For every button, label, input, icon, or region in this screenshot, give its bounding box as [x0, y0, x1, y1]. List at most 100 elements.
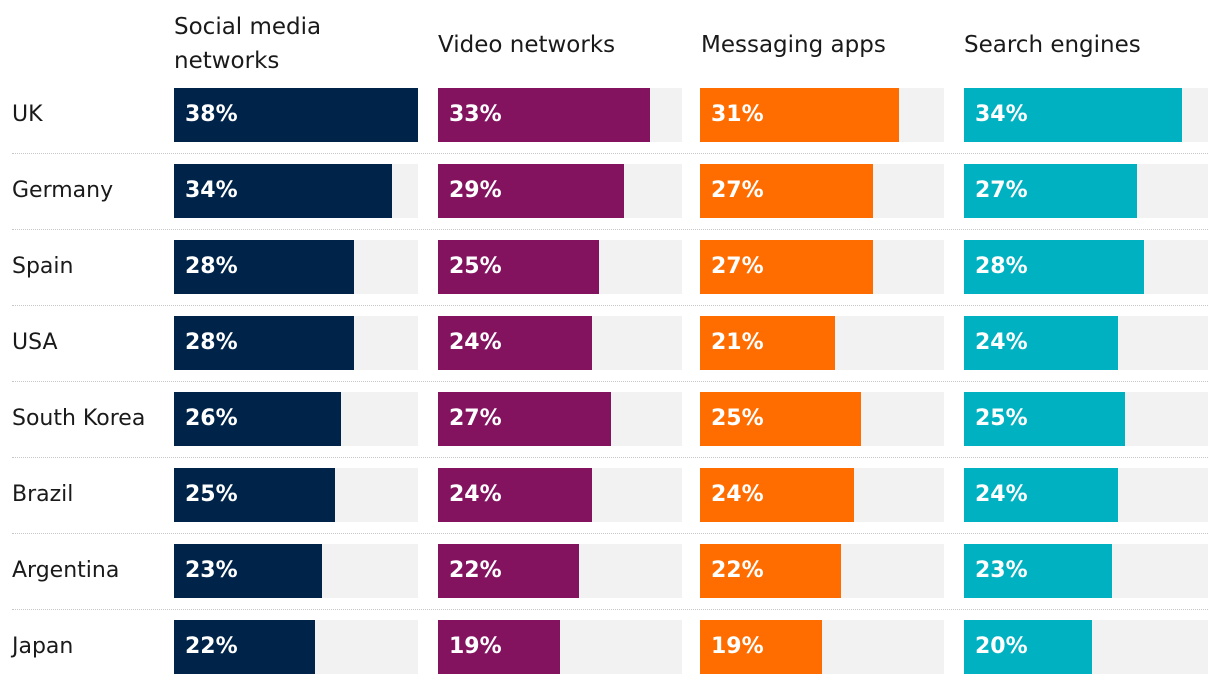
bar-search-engines-japan: 20%	[964, 620, 1092, 674]
bar-search-engines-argentina: 23%	[964, 544, 1112, 598]
bar-label-social-media-networks-japan: 22%	[185, 634, 238, 659]
row-label-spain: Spain	[12, 254, 74, 279]
bar-track-video-networks-south-korea: 27%	[438, 392, 682, 446]
row-separator	[12, 457, 1208, 458]
bar-label-video-networks-uk: 33%	[449, 102, 502, 127]
bar-track-messaging-apps-usa: 21%	[700, 316, 944, 370]
bar-track-search-engines-spain: 28%	[964, 240, 1208, 294]
column-header-messaging-apps: Messaging apps	[701, 32, 886, 58]
bar-messaging-apps-usa: 21%	[700, 316, 835, 370]
bar-label-social-media-networks-brazil: 25%	[185, 482, 238, 507]
bar-track-messaging-apps-japan: 19%	[700, 620, 944, 674]
bar-label-video-networks-germany: 29%	[449, 178, 502, 203]
bar-video-networks-germany: 29%	[438, 164, 624, 218]
bar-label-messaging-apps-spain: 27%	[711, 254, 764, 279]
bar-search-engines-brazil: 24%	[964, 468, 1118, 522]
bar-search-engines-uk: 34%	[964, 88, 1182, 142]
row-label-japan: Japan	[12, 634, 74, 659]
bar-track-messaging-apps-south-korea: 25%	[700, 392, 944, 446]
bar-track-social-media-networks-argentina: 23%	[174, 544, 418, 598]
bar-social-media-networks-spain: 28%	[174, 240, 354, 294]
bar-messaging-apps-brazil: 24%	[700, 468, 854, 522]
bar-search-engines-spain: 28%	[964, 240, 1144, 294]
bar-label-social-media-networks-uk: 38%	[185, 102, 238, 127]
row-label-south-korea: South Korea	[12, 406, 146, 431]
bar-label-video-networks-argentina: 22%	[449, 558, 502, 583]
row-label-argentina: Argentina	[12, 558, 120, 583]
bar-label-search-engines-argentina: 23%	[975, 558, 1028, 583]
row-separator	[12, 305, 1208, 306]
bar-label-messaging-apps-south-korea: 25%	[711, 406, 764, 431]
bar-social-media-networks-uk: 38%	[174, 88, 418, 142]
bar-label-video-networks-south-korea: 27%	[449, 406, 502, 431]
bar-track-search-engines-usa: 24%	[964, 316, 1208, 370]
bar-track-messaging-apps-germany: 27%	[700, 164, 944, 218]
bar-label-social-media-networks-south-korea: 26%	[185, 406, 238, 431]
bar-label-search-engines-spain: 28%	[975, 254, 1028, 279]
bar-label-search-engines-japan: 20%	[975, 634, 1028, 659]
bar-search-engines-germany: 27%	[964, 164, 1137, 218]
bar-track-messaging-apps-uk: 31%	[700, 88, 944, 142]
column-header-search-engines: Search engines	[964, 32, 1141, 58]
row-label-usa: USA	[12, 330, 58, 355]
bar-video-networks-japan: 19%	[438, 620, 560, 674]
row-separator	[12, 533, 1208, 534]
bar-label-social-media-networks-usa: 28%	[185, 330, 238, 355]
bar-label-messaging-apps-germany: 27%	[711, 178, 764, 203]
bar-label-search-engines-usa: 24%	[975, 330, 1028, 355]
bar-label-search-engines-uk: 34%	[975, 102, 1028, 127]
bar-messaging-apps-germany: 27%	[700, 164, 873, 218]
bar-track-search-engines-brazil: 24%	[964, 468, 1208, 522]
row-separator	[12, 609, 1208, 610]
bar-label-messaging-apps-argentina: 22%	[711, 558, 764, 583]
bar-video-networks-south-korea: 27%	[438, 392, 611, 446]
column-header-social-media: Social media networks	[174, 10, 321, 78]
row-separator	[12, 153, 1208, 154]
bar-social-media-networks-germany: 34%	[174, 164, 392, 218]
bar-track-video-networks-germany: 29%	[438, 164, 682, 218]
bar-track-video-networks-spain: 25%	[438, 240, 682, 294]
bar-label-social-media-networks-argentina: 23%	[185, 558, 238, 583]
bar-track-social-media-networks-usa: 28%	[174, 316, 418, 370]
bar-track-social-media-networks-germany: 34%	[174, 164, 418, 218]
bar-track-search-engines-japan: 20%	[964, 620, 1208, 674]
bar-track-social-media-networks-uk: 38%	[174, 88, 418, 142]
bar-track-search-engines-south-korea: 25%	[964, 392, 1208, 446]
column-header-social-media-line2: networks	[174, 48, 280, 74]
bar-track-video-networks-brazil: 24%	[438, 468, 682, 522]
bar-label-video-networks-usa: 24%	[449, 330, 502, 355]
bar-track-social-media-networks-spain: 28%	[174, 240, 418, 294]
bar-video-networks-uk: 33%	[438, 88, 650, 142]
bar-messaging-apps-uk: 31%	[700, 88, 899, 142]
bar-video-networks-brazil: 24%	[438, 468, 592, 522]
bar-track-search-engines-uk: 34%	[964, 88, 1208, 142]
bar-label-search-engines-germany: 27%	[975, 178, 1028, 203]
bar-social-media-networks-brazil: 25%	[174, 468, 335, 522]
bar-track-search-engines-germany: 27%	[964, 164, 1208, 218]
bar-video-networks-spain: 25%	[438, 240, 599, 294]
bar-social-media-networks-japan: 22%	[174, 620, 315, 674]
bar-track-video-networks-usa: 24%	[438, 316, 682, 370]
bar-label-search-engines-brazil: 24%	[975, 482, 1028, 507]
bar-label-video-networks-brazil: 24%	[449, 482, 502, 507]
bar-track-video-networks-japan: 19%	[438, 620, 682, 674]
bar-track-search-engines-argentina: 23%	[964, 544, 1208, 598]
bar-track-video-networks-argentina: 22%	[438, 544, 682, 598]
bar-search-engines-usa: 24%	[964, 316, 1118, 370]
row-separator	[12, 381, 1208, 382]
bar-search-engines-south-korea: 25%	[964, 392, 1125, 446]
bar-track-messaging-apps-brazil: 24%	[700, 468, 944, 522]
bar-track-social-media-networks-south-korea: 26%	[174, 392, 418, 446]
column-header-video-networks: Video networks	[438, 32, 616, 58]
bar-label-messaging-apps-brazil: 24%	[711, 482, 764, 507]
row-label-brazil: Brazil	[12, 482, 74, 507]
bar-video-networks-usa: 24%	[438, 316, 592, 370]
bar-messaging-apps-south-korea: 25%	[700, 392, 861, 446]
bar-messaging-apps-spain: 27%	[700, 240, 873, 294]
bar-track-messaging-apps-spain: 27%	[700, 240, 944, 294]
bar-label-messaging-apps-japan: 19%	[711, 634, 764, 659]
bar-label-search-engines-south-korea: 25%	[975, 406, 1028, 431]
bar-label-social-media-networks-germany: 34%	[185, 178, 238, 203]
bar-label-video-networks-japan: 19%	[449, 634, 502, 659]
